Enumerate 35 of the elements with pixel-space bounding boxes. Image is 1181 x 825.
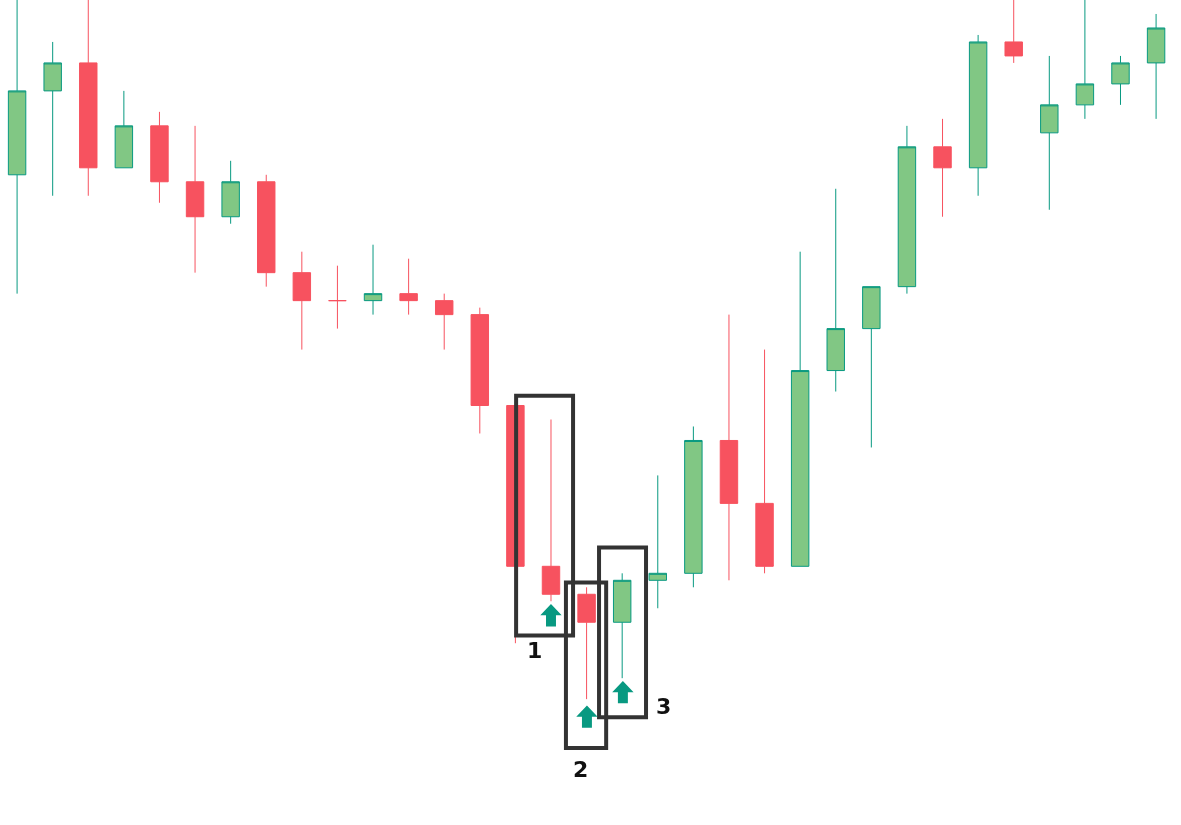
- candlestick: [43, 41, 62, 197]
- candlestick: [221, 160, 240, 225]
- candlestick: [1040, 55, 1059, 211]
- candlestick: [1111, 55, 1130, 106]
- candlestick: [541, 418, 561, 602]
- candlestick: [150, 111, 169, 204]
- candlestick: [257, 174, 276, 288]
- candlestick: [862, 286, 881, 448]
- candlestick: [968, 34, 988, 197]
- candlestick: [826, 188, 845, 393]
- candlestick: [363, 244, 383, 316]
- candlestick: [292, 251, 312, 351]
- annotation: 3: [656, 694, 672, 719]
- candlestick: [434, 293, 454, 351]
- candlestick: [648, 474, 667, 609]
- candlestick: [1004, 0, 1023, 64]
- candlestick: [755, 349, 774, 574]
- candlestick: [719, 314, 739, 581]
- candlestick: [399, 258, 418, 316]
- candlestick: [470, 307, 490, 434]
- candlestick: [612, 572, 632, 679]
- candlestick: [79, 0, 98, 197]
- candlestick: [1146, 13, 1166, 120]
- annotation: 1: [527, 638, 543, 663]
- candlestick: [114, 90, 134, 169]
- candlestick: [185, 125, 205, 274]
- text: 2: [573, 757, 589, 782]
- candlestick: [1075, 0, 1095, 120]
- candlestick: [790, 251, 810, 567]
- candlestick: [897, 125, 917, 295]
- candlestick: [7, 0, 27, 295]
- candlestick: [933, 118, 952, 218]
- candlestick: [328, 265, 347, 330]
- candlestick: [577, 586, 596, 700]
- candlestick: [684, 425, 703, 588]
